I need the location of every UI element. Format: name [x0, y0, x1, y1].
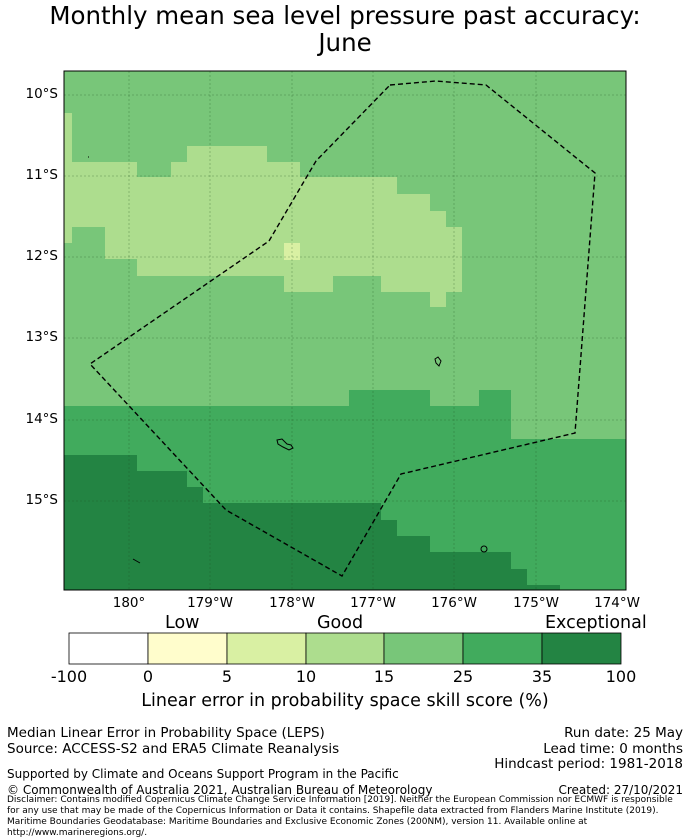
- colorbar-tick: 25: [452, 667, 474, 686]
- colorbar-segment-5: [383, 632, 464, 665]
- colorbar-tick: -100: [50, 667, 88, 686]
- colorbar-tick: 5: [221, 667, 233, 686]
- colorbar-segment-2: [147, 632, 228, 665]
- method-text: Median Linear Error in Probability Space…: [7, 725, 325, 741]
- category-label-exceptional: Exceptional: [545, 613, 647, 633]
- grid-lines: [64, 71, 626, 590]
- raster-good-band: [64, 113, 462, 307]
- colorbar-segment-4: [305, 632, 385, 665]
- colorbar-tick: 15: [373, 667, 395, 686]
- lat-label: 12°S: [25, 248, 59, 264]
- chart-title: Monthly mean sea level pressure past acc…: [0, 2, 690, 56]
- support-text: Supported by Climate and Oceans Support …: [7, 767, 399, 781]
- colorbar-tick: 35: [531, 667, 553, 686]
- raster-pale-cell: [284, 243, 300, 260]
- colorbar-tick: 0: [142, 667, 154, 686]
- category-label-good: Good: [317, 613, 364, 633]
- colorbar-title: Linear error in probability space skill …: [141, 691, 549, 711]
- lat-label: 13°S: [25, 329, 59, 345]
- map-panel: [63, 70, 627, 665]
- island-funafuti-area: [276, 438, 294, 451]
- island-nukulaelae-area: [434, 356, 442, 367]
- raster-darkest-band: [64, 455, 560, 590]
- lon-label: 176°W: [431, 595, 477, 611]
- created-text: Created: 27/10/2021: [558, 783, 683, 797]
- run-date-text: Run date: 25 May: [564, 725, 683, 741]
- lon-label: 179°W: [187, 595, 233, 611]
- lon-label: 175°W: [513, 595, 559, 611]
- island-southeast: [480, 545, 488, 553]
- disclaimer-text: Disclaimer: Contains modified Copernicus…: [7, 795, 673, 838]
- colorbar-segment-3: [226, 632, 307, 665]
- lon-label: 178°W: [269, 595, 315, 611]
- lon-label: 177°W: [350, 595, 396, 611]
- colorbar: [68, 632, 622, 665]
- colorbar-segment-6: [462, 632, 543, 665]
- island-southwest: [132, 558, 141, 564]
- copyright-text: © Commonwealth of Australia 2021, Austra…: [7, 783, 433, 797]
- lat-label: 11°S: [25, 167, 59, 183]
- source-text: Source: ACCESS-S2 and ERA5 Climate Reana…: [7, 741, 340, 757]
- title-line-2: June: [318, 28, 372, 57]
- lat-label: 15°S: [25, 492, 59, 508]
- lat-label: 14°S: [25, 411, 59, 427]
- lon-label: 180°: [112, 595, 146, 611]
- skill-raster: [64, 71, 626, 590]
- map-frame: [63, 70, 627, 591]
- colorbar-tick: 10: [295, 667, 317, 686]
- colorbar-segment-1: [68, 632, 149, 665]
- hindcast-text: Hindcast period: 1981-2018: [494, 756, 683, 772]
- lead-time-text: Lead time: 0 months: [543, 741, 683, 757]
- lon-label: 174°W: [594, 595, 640, 611]
- colorbar-tick: 100: [605, 667, 637, 686]
- colorbar-segment-7: [541, 632, 622, 665]
- title-line-1: Monthly mean sea level pressure past acc…: [49, 1, 641, 30]
- lat-label: 10°S: [25, 86, 59, 102]
- category-label-low: Low: [165, 613, 200, 633]
- islands: [88, 156, 488, 564]
